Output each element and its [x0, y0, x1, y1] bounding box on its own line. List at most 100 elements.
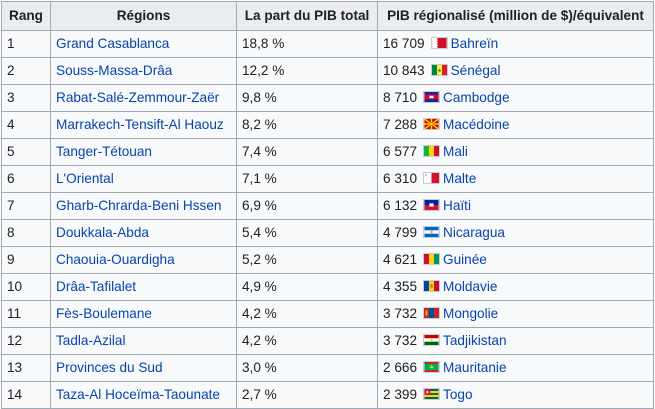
region-link[interactable]: Provinces du Sud — [56, 360, 163, 375]
part-cell: 7,4 % — [236, 138, 378, 166]
table-header-row: Rang Régions La part du PIB total PIB ré… — [1, 1, 654, 31]
moldova-flag-icon — [423, 280, 441, 293]
pib-value: 4 355 — [383, 279, 418, 294]
cambodia-flag-icon — [423, 91, 441, 104]
rang-cell: 10 — [1, 273, 51, 301]
country-link[interactable]: Malte — [443, 171, 477, 186]
table-row: 11 Fès-Boulemane 4,2 % 3 732 Mongolie — [1, 300, 654, 328]
region-cell: Rabat-Salé-Zemmour-Zaër — [50, 84, 237, 112]
rang-cell: 8 — [1, 219, 51, 247]
mali-flag-icon — [423, 145, 441, 158]
malta-flag-icon — [423, 172, 441, 185]
part-cell: 9,8 % — [236, 84, 378, 112]
part-cell: 6,9 % — [236, 192, 378, 220]
table-row: 14 Taza-Al Hoceïma-Taounate 2,7 % 2 399 Togo — [1, 381, 654, 409]
table-row: 3 Rabat-Salé-Zemmour-Zaër 9,8 % 8 710 Cambod… — [1, 84, 654, 112]
senegal-flag-icon — [430, 64, 448, 77]
country-link[interactable]: Bahreïn — [450, 36, 499, 51]
region-link[interactable]: Tanger-Tétouan — [56, 144, 152, 159]
country-link[interactable]: Macédoine — [443, 117, 510, 132]
rang-cell: 5 — [1, 138, 51, 166]
togo-flag-icon — [423, 388, 441, 401]
country-link[interactable]: Mali — [443, 144, 468, 159]
country-link[interactable]: Moldavie — [443, 279, 498, 294]
table-row: 12 Tadla-Azilal 4,2 % 3 732 Tadjikistan — [1, 327, 654, 355]
pib-value: 10 843 — [383, 63, 425, 78]
pib-cell: 6 132 Haïti — [377, 192, 654, 220]
country-link[interactable]: Mauritanie — [443, 360, 507, 375]
pib-cell: 2 666 Mauritanie — [377, 354, 654, 382]
region-link[interactable]: Souss-Massa-Drâa — [56, 63, 173, 78]
rang-cell: 3 — [1, 84, 51, 112]
pib-value: 8 710 — [383, 90, 418, 105]
pib-cell: 3 732 Tadjikistan — [377, 327, 654, 355]
country-link[interactable]: Haïti — [443, 198, 471, 213]
header-pib: PIB régionalisé (million de $)/équivalen… — [377, 1, 654, 31]
region-link[interactable]: Chaouia-Ouardigha — [56, 252, 175, 267]
region-link[interactable]: Tadla-Azilal — [56, 333, 126, 348]
region-cell: Fès-Boulemane — [50, 300, 237, 328]
pib-value: 3 732 — [383, 306, 418, 321]
region-link[interactable]: Fès-Boulemane — [56, 306, 152, 321]
rang-cell: 4 — [1, 111, 51, 139]
table-row: 5 Tanger-Tétouan 7,4 % 6 577 Mali — [1, 138, 654, 166]
region-cell: Tadla-Azilal — [50, 327, 237, 355]
region-link[interactable]: L'Oriental — [56, 171, 114, 186]
region-cell: Chaouia-Ouardigha — [50, 246, 237, 274]
pib-cell: 4 355 Moldavie — [377, 273, 654, 301]
region-link[interactable]: Gharb-Chrarda-Beni Hssen — [56, 198, 222, 213]
rang-cell: 1 — [1, 30, 51, 58]
country-link[interactable]: Mongolie — [443, 306, 499, 321]
table-row: 8 Doukkala-Abda 5,4 % 4 799 Nicaragua — [1, 219, 654, 247]
tajikistan-flag-icon — [423, 334, 441, 347]
pib-value: 16 709 — [383, 36, 425, 51]
region-cell: Taza-Al Hoceïma-Taounate — [50, 381, 237, 409]
table-row: 6 L'Oriental 7,1 % 6 310 Malte — [1, 165, 654, 193]
pib-value: 7 288 — [383, 117, 418, 132]
region-link[interactable]: Drâa-Tafilalet — [56, 279, 137, 294]
rang-cell: 13 — [1, 354, 51, 382]
table-row: 4 Marrakech-Tensift-Al Haouz 8,2 % 7 288 Mac… — [1, 111, 654, 139]
pib-value: 2 666 — [383, 360, 418, 375]
pib-cell: 3 732 Mongolie — [377, 300, 654, 328]
region-link[interactable]: Rabat-Salé-Zemmour-Zaër — [56, 90, 220, 105]
table-row: 2 Souss-Massa-Drâa 12,2 % 10 843 Sénégal — [1, 57, 654, 85]
pib-cell: 6 310 Malte — [377, 165, 654, 193]
header-rang: Rang — [1, 1, 51, 31]
region-cell: Marrakech-Tensift-Al Haouz — [50, 111, 237, 139]
region-link[interactable]: Grand Casablanca — [56, 36, 170, 51]
country-link[interactable]: Guinée — [443, 252, 487, 267]
part-cell: 7,1 % — [236, 165, 378, 193]
rang-cell: 7 — [1, 192, 51, 220]
region-cell: Grand Casablanca — [50, 30, 237, 58]
pib-cell: 7 288 Macédoine — [377, 111, 654, 139]
region-link[interactable]: Taza-Al Hoceïma-Taounate — [56, 387, 220, 402]
pib-cell: 16 709 Bahreïn — [377, 30, 654, 58]
country-link[interactable]: Nicaragua — [443, 225, 505, 240]
region-cell: Drâa-Tafilalet — [50, 273, 237, 301]
region-link[interactable]: Marrakech-Tensift-Al Haouz — [56, 117, 224, 132]
country-link[interactable]: Togo — [443, 387, 473, 402]
region-link[interactable]: Doukkala-Abda — [56, 225, 149, 240]
pib-value: 4 621 — [383, 252, 418, 267]
macedonia-flag-icon — [423, 118, 441, 131]
table-row: 7 Gharb-Chrarda-Beni Hssen 6,9 % 6 132 Haïti — [1, 192, 654, 220]
country-link[interactable]: Tadjikistan — [443, 333, 507, 348]
region-cell: Provinces du Sud — [50, 354, 237, 382]
pib-cell: 4 799 Nicaragua — [377, 219, 654, 247]
part-cell: 2,7 % — [236, 381, 378, 409]
country-link[interactable]: Cambodge — [443, 90, 510, 105]
pib-value: 6 310 — [383, 171, 418, 186]
header-part: La part du PIB total — [236, 1, 378, 31]
pib-cell: 8 710 Cambodge — [377, 84, 654, 112]
rang-cell: 11 — [1, 300, 51, 328]
region-cell: Tanger-Tétouan — [50, 138, 237, 166]
part-cell: 5,4 % — [236, 219, 378, 247]
mauritania-flag-icon — [423, 361, 441, 374]
pib-value: 3 732 — [383, 333, 418, 348]
pib-cell: 2 399 Togo — [377, 381, 654, 409]
nicaragua-flag-icon — [423, 226, 441, 239]
part-cell: 4,2 % — [236, 300, 378, 328]
country-link[interactable]: Sénégal — [450, 63, 501, 78]
